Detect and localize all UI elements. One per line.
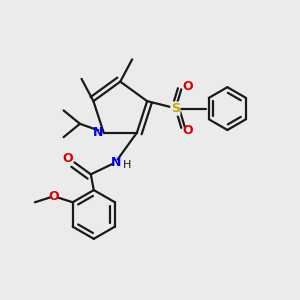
Text: N: N [93,126,104,139]
Text: H: H [123,160,132,170]
Text: O: O [63,152,73,165]
Text: O: O [48,190,59,203]
Text: S: S [171,102,180,115]
Text: O: O [182,80,193,93]
Text: O: O [182,124,193,137]
Text: N: N [111,156,121,169]
